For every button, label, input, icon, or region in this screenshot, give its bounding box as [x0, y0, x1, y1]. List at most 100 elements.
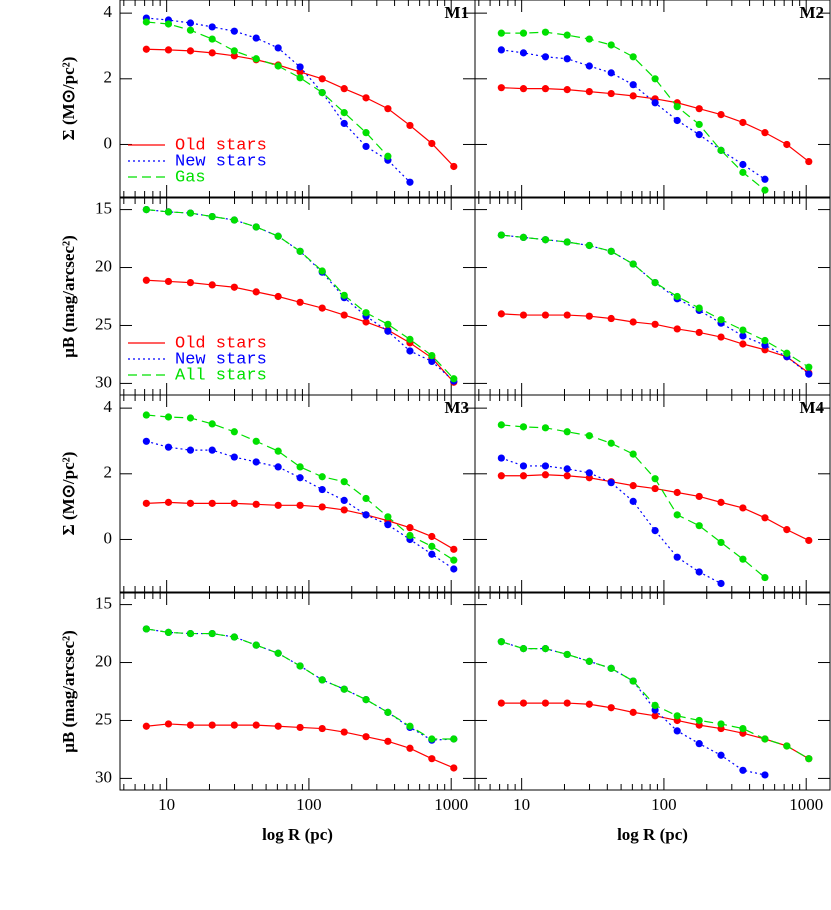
data-point [651, 527, 659, 535]
data-point [362, 696, 370, 704]
data-point [651, 712, 659, 720]
data-point [340, 496, 348, 504]
data-point [142, 499, 150, 507]
data-point [673, 488, 681, 497]
series-line [501, 234, 810, 375]
data-point [450, 162, 458, 171]
y-tick-label: 0 [104, 528, 113, 547]
y-axis-label: Σ (M⊙/pc²) [59, 452, 78, 536]
data-point [739, 326, 747, 334]
data-point [428, 755, 436, 763]
data-point [186, 414, 195, 422]
y-tick-label: 4 [104, 397, 113, 416]
data-point [230, 721, 238, 729]
data-point [695, 328, 703, 337]
data-point [717, 720, 725, 728]
data-point [607, 439, 615, 447]
data-point [274, 44, 282, 52]
data-point [519, 29, 528, 37]
data-point [406, 121, 414, 130]
x-axis-label: log R (pc) [617, 825, 688, 844]
data-point [428, 735, 436, 743]
legend-label: Gas [175, 168, 206, 187]
data-point [629, 677, 637, 685]
data-point [739, 160, 747, 169]
data-point [607, 314, 615, 323]
data-point [497, 699, 505, 707]
data-point [142, 437, 150, 445]
data-point [164, 443, 173, 451]
x-tick-label: 10 [158, 795, 175, 814]
data-point [186, 446, 195, 454]
data-point [384, 105, 392, 113]
data-point [428, 542, 436, 550]
data-point [318, 503, 326, 511]
data-point [362, 94, 370, 102]
legend-label: All stars [175, 366, 267, 385]
data-point [164, 720, 173, 728]
panel-frame [474, 197, 831, 396]
data-point [384, 327, 392, 335]
series-line [146, 208, 455, 382]
data-point [497, 46, 505, 54]
y-tick-label: 20 [95, 651, 112, 670]
data-point [208, 499, 216, 507]
data-point [142, 18, 150, 26]
data-point [186, 47, 195, 55]
data-point [651, 484, 659, 493]
panel: 0 2 4 M3 Σ (M⊙/pc²) [59, 394, 476, 593]
data-point [142, 411, 150, 419]
data-point [252, 55, 260, 63]
data-point [585, 35, 593, 43]
data-point [497, 231, 505, 239]
legend-label: New stars [175, 152, 267, 171]
plot-area [142, 411, 458, 573]
data-point [563, 55, 571, 63]
y-tick-label: 2 [104, 68, 113, 87]
plot-area [497, 231, 813, 378]
panel-frame [474, 394, 831, 593]
data-point [274, 232, 282, 240]
data-point [428, 357, 436, 365]
data-point [318, 473, 326, 481]
series-line [146, 21, 389, 157]
data-point [673, 553, 681, 561]
y-tick-label: 4 [104, 2, 113, 21]
data-point [296, 463, 304, 471]
data-point [497, 472, 505, 480]
y-tick-label: 2 [104, 463, 113, 482]
data-point [497, 84, 505, 92]
y-axis-label: μB (mag/arcsec²) [59, 630, 78, 753]
data-point [230, 216, 238, 224]
legend-label: Old stars [175, 334, 267, 353]
data-point [142, 45, 150, 53]
data-point [629, 708, 637, 716]
data-point [406, 744, 414, 752]
data-point [274, 722, 282, 730]
data-point [629, 318, 637, 326]
plot-area [142, 14, 458, 186]
panel-title: M1 [444, 3, 469, 22]
data-point [563, 86, 571, 94]
data-point [805, 363, 813, 371]
data-point [318, 676, 326, 684]
data-point [406, 524, 414, 532]
data-point [739, 766, 747, 774]
data-point [252, 721, 260, 729]
x-axis-label: log R (pc) [262, 825, 333, 844]
data-point [362, 511, 370, 519]
data-point [783, 742, 791, 750]
data-point [541, 236, 550, 244]
data-point [761, 175, 769, 183]
data-point [384, 737, 392, 745]
panel-title: M3 [444, 398, 469, 417]
data-point [717, 316, 725, 324]
data-point [739, 555, 747, 563]
panel-frame [119, 0, 476, 198]
data-point [541, 645, 550, 653]
data-point [783, 349, 791, 357]
data-point [651, 99, 659, 107]
data-point [695, 568, 703, 576]
data-point [541, 462, 550, 470]
